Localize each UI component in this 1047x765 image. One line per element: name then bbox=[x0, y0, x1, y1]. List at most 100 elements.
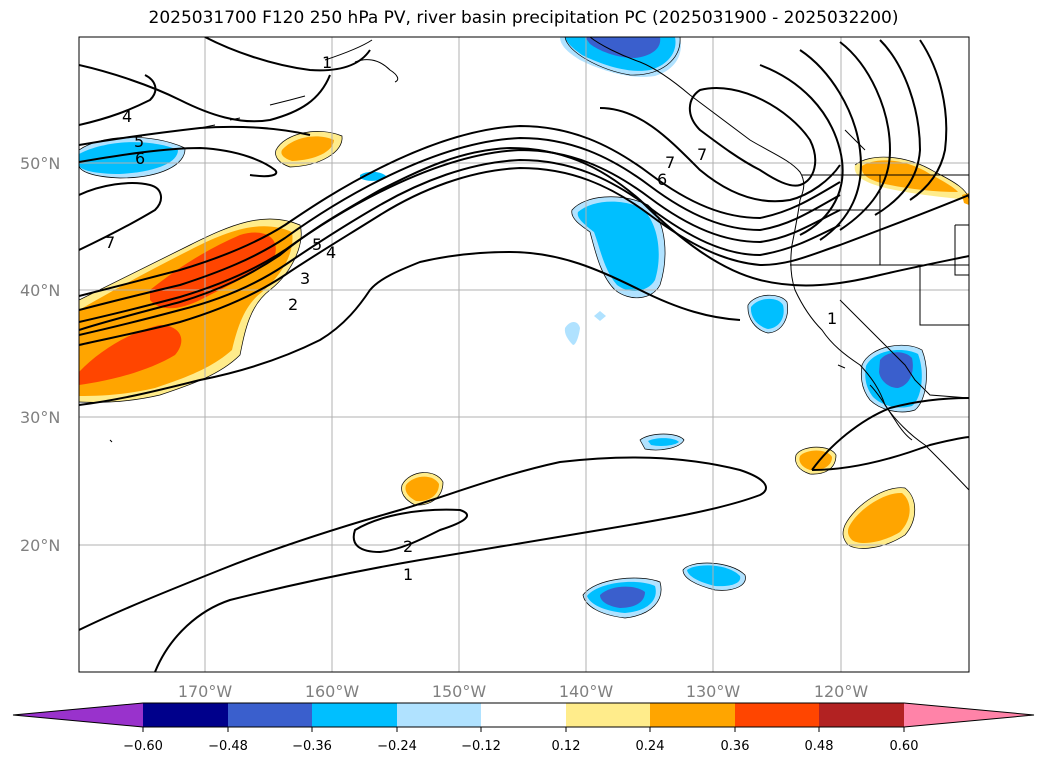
colorbar-tick-label: −0.48 bbox=[208, 739, 248, 754]
precip-west-band-dark2 bbox=[79, 325, 182, 385]
pv-contour-6 bbox=[79, 124, 841, 297]
lat-label: 20°N bbox=[20, 536, 60, 555]
pv-contour-2-north bbox=[79, 166, 969, 346]
contour-label: 2 bbox=[288, 295, 298, 314]
contour-label: 1 bbox=[322, 53, 332, 72]
colorbar-tick-label: 0.48 bbox=[805, 739, 834, 754]
colorbar-extend-high bbox=[904, 703, 1034, 727]
colorbar-swatch bbox=[481, 703, 566, 727]
precip-blob-164w-mid bbox=[281, 136, 334, 161]
lat-label: 40°N bbox=[20, 281, 60, 300]
contour-label: 3 bbox=[300, 269, 310, 288]
colorbar-swatch bbox=[143, 703, 228, 727]
precip-neg-124w bbox=[750, 298, 784, 329]
contour-label-layer: 1 7 4 5 6 7 5 4 3 2 7 8 6 1 2 1 bbox=[105, 53, 837, 584]
precip-neg-baja-dark bbox=[879, 352, 913, 388]
pv-contour-nw-6 bbox=[79, 146, 278, 178]
precip-small-neg-b bbox=[594, 311, 606, 321]
contour-label: 6 bbox=[135, 149, 145, 168]
pv-contour-1-north bbox=[79, 146, 969, 331]
lat-label: 50°N bbox=[20, 154, 60, 173]
pv-contour-5 bbox=[79, 136, 841, 311]
precip-pos-22n bbox=[847, 492, 910, 544]
colorbar-swatch bbox=[312, 703, 397, 727]
colorbar-swatch bbox=[228, 703, 312, 727]
map-title: 2025031700 F120 250 hPa PV, river basin … bbox=[148, 8, 899, 28]
precip-neg-28n-mid bbox=[648, 438, 679, 446]
pv-contour-se-2 bbox=[811, 436, 969, 471]
lon-label: 160°W bbox=[305, 682, 360, 701]
pv-contour-ne2 bbox=[799, 49, 862, 241]
colorbar-extend-low bbox=[13, 703, 143, 727]
colorbar-swatch bbox=[650, 703, 735, 727]
colorbar-tick-label: −0.60 bbox=[123, 739, 163, 754]
pv-contour-nw-5 bbox=[79, 125, 311, 146]
precip-top-neg-dark bbox=[585, 37, 661, 58]
pv-contour-4 bbox=[79, 148, 841, 323]
map-frame bbox=[78, 36, 970, 673]
colorbar-swatch bbox=[819, 703, 904, 727]
pv-contour-3 bbox=[79, 158, 841, 336]
colorbar-tick-label: 0.60 bbox=[890, 739, 919, 754]
contour-label: 1 bbox=[403, 565, 413, 584]
gridlines bbox=[79, 37, 969, 672]
map-panel: 1 7 4 5 6 7 5 4 3 2 7 8 6 1 2 1 bbox=[79, 37, 969, 672]
colorbar-ticks bbox=[142, 727, 905, 732]
contour-label: 2 bbox=[403, 537, 413, 556]
pv-contours bbox=[79, 37, 969, 672]
contour-label: 1 bbox=[827, 309, 837, 328]
lat-axis: 50°N 40°N 30°N 20°N bbox=[20, 154, 60, 555]
precip-small-neg-a bbox=[564, 322, 580, 345]
pv-trough-8 bbox=[688, 87, 817, 187]
colorbar-tick-label: −0.36 bbox=[292, 739, 332, 754]
lon-label: 120°W bbox=[814, 682, 869, 701]
contour-label: 5 bbox=[312, 235, 322, 254]
colorbar-swatch bbox=[566, 703, 650, 727]
contour-label: 7 bbox=[697, 145, 707, 164]
contour-label: 7 bbox=[105, 233, 115, 252]
precip-neg-142w bbox=[577, 201, 659, 292]
precip-pos-nw-us bbox=[861, 160, 958, 192]
colorbar-tick-label: 0.24 bbox=[636, 739, 665, 754]
colorbar-swatch bbox=[735, 703, 819, 727]
precip-shading bbox=[79, 37, 969, 618]
pv-contour-south-1 bbox=[79, 456, 767, 672]
lon-label: 170°W bbox=[178, 682, 233, 701]
precip-neg-16n-dark bbox=[600, 586, 645, 608]
pv-contour-west-big bbox=[79, 250, 741, 406]
coastlines bbox=[109, 37, 969, 491]
pv-contour-ne1 bbox=[759, 64, 844, 236]
colorbar-swatch bbox=[397, 703, 481, 727]
lon-label: 130°W bbox=[686, 682, 741, 701]
contour-label: 4 bbox=[122, 107, 132, 126]
colorbar-tick-label: 0.12 bbox=[552, 739, 581, 754]
lat-label: 30°N bbox=[20, 408, 60, 427]
contour-label: 6 bbox=[657, 170, 667, 189]
colorbar-tick-label: −0.24 bbox=[377, 739, 417, 754]
contour-label: 5 bbox=[134, 132, 144, 151]
pv-contour-nw-top bbox=[204, 37, 371, 72]
pv-contour-nw-7 bbox=[79, 64, 331, 123]
pv-contour-ne5 bbox=[909, 39, 948, 201]
precip-neg-17n bbox=[687, 565, 741, 587]
precip-west-neg bbox=[79, 142, 178, 174]
precip-west-band-dark bbox=[150, 232, 276, 309]
contour-label: 7 bbox=[665, 153, 675, 172]
pv-contour-ne3 bbox=[839, 41, 892, 231]
pv-contour-ne4 bbox=[874, 39, 922, 216]
pv-contour-w-7 bbox=[79, 182, 162, 251]
pv-contour-7 bbox=[599, 107, 841, 203]
colorbar: −0.60 −0.48 −0.36 −0.24 −0.12 0.12 0.24 … bbox=[12, 702, 1035, 754]
colorbar-tick-label: 0.36 bbox=[721, 739, 750, 754]
lon-axis: 170°W 160°W 150°W 140°W 130°W 120°W bbox=[178, 682, 869, 701]
lon-label: 140°W bbox=[559, 682, 614, 701]
precip-pos-24n bbox=[405, 476, 439, 502]
pv-contour-south-2 bbox=[352, 508, 468, 554]
colorbar-tick-label: −0.12 bbox=[461, 739, 501, 754]
pv-contour-se-1 bbox=[811, 397, 969, 471]
contour-label: 4 bbox=[326, 243, 336, 262]
lon-label: 150°W bbox=[432, 682, 487, 701]
pv-contour-nw-4 bbox=[79, 74, 157, 126]
